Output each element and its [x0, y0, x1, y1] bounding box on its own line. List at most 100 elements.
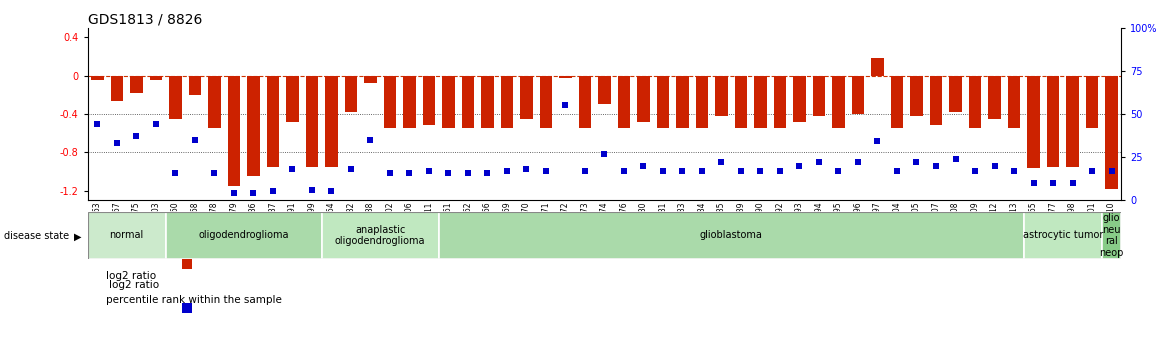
Point — [596, 151, 614, 156]
Bar — [618, 76, 631, 128]
Bar — [501, 76, 513, 128]
Bar — [286, 76, 299, 121]
Point — [88, 121, 106, 127]
Bar — [88, 212, 166, 259]
Bar — [266, 76, 279, 167]
Point — [419, 168, 438, 174]
Bar — [735, 76, 748, 128]
Point — [439, 170, 458, 175]
Point — [614, 168, 633, 174]
Point — [478, 170, 496, 175]
Bar — [345, 76, 357, 112]
Point — [634, 163, 653, 168]
Point — [829, 168, 848, 174]
Point — [178, 306, 196, 311]
Point — [1063, 180, 1082, 186]
Bar — [851, 76, 864, 114]
Point — [322, 189, 341, 194]
Bar — [364, 76, 377, 83]
Bar — [773, 76, 786, 128]
Bar — [755, 76, 767, 128]
Text: log2 ratio: log2 ratio — [106, 271, 157, 281]
Point — [809, 159, 828, 165]
Bar — [1047, 76, 1059, 167]
Text: glioblastoma: glioblastoma — [700, 230, 763, 240]
Point — [1024, 180, 1043, 186]
Bar — [696, 76, 708, 128]
Point — [985, 163, 1003, 168]
Bar — [188, 76, 201, 95]
Bar — [423, 76, 436, 125]
Bar — [871, 58, 884, 76]
Bar — [403, 76, 416, 128]
Bar — [520, 76, 533, 119]
Bar — [169, 76, 182, 119]
Bar — [325, 76, 338, 167]
Point — [401, 170, 419, 175]
Bar — [111, 76, 123, 101]
Bar — [598, 76, 611, 104]
Bar — [988, 76, 1001, 119]
Text: disease state: disease state — [4, 231, 69, 241]
Point — [166, 170, 185, 175]
Bar — [813, 76, 826, 116]
Point — [127, 134, 146, 139]
Point — [146, 121, 165, 127]
Bar — [442, 76, 454, 128]
Point — [693, 168, 711, 174]
Text: ▶: ▶ — [74, 231, 81, 241]
Bar — [248, 76, 259, 176]
Point — [771, 168, 790, 174]
Point — [888, 168, 906, 174]
Point — [908, 159, 926, 165]
Bar — [439, 212, 1024, 259]
Bar — [461, 76, 474, 128]
Point — [868, 139, 887, 144]
Bar — [968, 76, 981, 128]
Bar — [228, 76, 241, 186]
Point — [186, 137, 204, 142]
Bar — [321, 212, 439, 259]
Point — [517, 166, 536, 172]
Bar — [1008, 76, 1021, 128]
Bar — [656, 76, 669, 128]
Bar — [306, 76, 318, 167]
Bar — [166, 212, 321, 259]
Bar — [150, 76, 162, 80]
Point — [1044, 180, 1063, 186]
Bar — [793, 76, 806, 121]
Bar — [891, 76, 903, 128]
Bar — [1086, 76, 1098, 128]
Point — [361, 137, 380, 142]
Point — [381, 170, 399, 175]
Point — [498, 168, 516, 174]
Point — [206, 170, 224, 175]
Bar — [910, 76, 923, 116]
Text: astrocytic tumor: astrocytic tumor — [1022, 230, 1103, 240]
Bar — [578, 76, 591, 128]
Text: glio
neu
ral
neop: glio neu ral neop — [1099, 213, 1124, 258]
Bar — [559, 76, 572, 78]
Point — [283, 166, 301, 172]
Bar — [130, 76, 142, 93]
Bar — [91, 76, 104, 80]
Point — [946, 156, 965, 161]
Bar — [676, 76, 689, 128]
Point — [751, 168, 770, 174]
Bar — [715, 76, 728, 116]
Text: percentile rank within the sample: percentile rank within the sample — [106, 295, 283, 305]
Bar — [540, 76, 552, 128]
Point — [264, 189, 283, 194]
Point — [244, 190, 263, 196]
Point — [849, 159, 868, 165]
Point — [790, 163, 808, 168]
Text: GDS1813 / 8826: GDS1813 / 8826 — [88, 12, 202, 27]
Point — [654, 168, 673, 174]
Bar — [1105, 76, 1118, 189]
Text: normal: normal — [110, 230, 144, 240]
Point — [178, 262, 196, 267]
Bar — [1101, 212, 1121, 259]
Point — [107, 140, 126, 146]
Point — [224, 190, 243, 196]
Bar — [637, 76, 649, 121]
